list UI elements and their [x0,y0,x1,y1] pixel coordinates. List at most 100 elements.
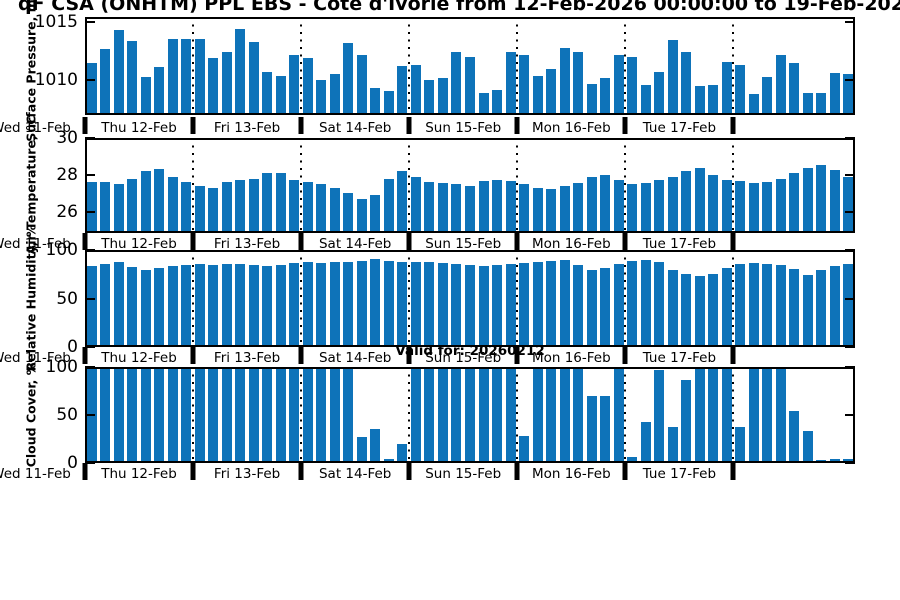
bar [478,93,489,115]
bar [424,80,435,115]
bar [843,263,854,347]
bar [451,52,462,115]
y-tick-label: 100 [45,240,78,260]
bar [546,367,557,463]
bar [437,183,448,233]
bar [424,367,435,463]
day-label-separator [298,463,304,480]
bar [600,395,611,463]
y-tick-label: 1015 [34,12,78,33]
y-tick-mark [845,346,855,348]
day-separator-line [300,138,303,233]
bar [154,367,165,463]
day-label: Mon 16-Feb [531,236,611,252]
day-label-separator [622,233,628,250]
bar [708,274,719,347]
bar [140,270,151,347]
bar [356,437,367,463]
bar [478,265,489,347]
day-label: Wed 11-Feb [0,466,71,482]
day-label: Thu 12-Feb [101,236,177,252]
bar [100,48,111,115]
bar [600,174,611,233]
bar [465,186,475,233]
bar [640,421,651,463]
day-separator-line [732,367,735,463]
bar [248,178,259,233]
bar [167,176,178,233]
bar [478,367,489,463]
bar [802,93,813,115]
bar [343,193,354,233]
bar [437,262,448,347]
day-separator-line [408,367,411,463]
day-label: Mon 16-Feb [531,466,611,482]
bar [843,74,854,115]
day-label-separator [514,233,520,250]
bar [789,411,800,463]
day-separator-line [300,367,303,463]
bar [519,54,530,115]
bar [154,67,165,115]
bar [316,184,327,233]
bar [316,80,327,115]
bar [262,265,273,347]
bar [573,265,584,347]
bar [262,72,273,115]
bar [262,173,273,233]
bar [221,263,232,347]
bar [775,367,786,463]
y-tick-mark [845,173,855,176]
bar [356,54,367,115]
bar [667,270,678,347]
day-label: Fri 13-Feb [213,466,281,482]
y-tick-mark [85,346,95,348]
y-tick-mark [85,414,95,416]
bar [167,367,178,463]
bar [329,367,340,463]
y-tick-label: 50 [56,288,78,309]
bar [356,260,367,347]
bar [829,73,840,115]
day-label-separator [82,233,88,250]
y-tick-mark [845,21,855,24]
bar [221,367,232,463]
y-tick-label: 0 [67,337,78,357]
bar [410,176,421,233]
bar [100,182,111,233]
bar [383,260,394,347]
bar [505,367,516,463]
bar [127,40,138,115]
bar [640,84,651,115]
bar [289,262,300,347]
bar [748,262,759,347]
bar [546,260,557,347]
bar [667,426,678,463]
day-label: Fri 13-Feb [213,120,281,136]
bar [127,266,138,347]
bar [654,261,665,347]
bar [573,183,584,233]
bar [181,367,192,463]
bar [519,184,530,233]
bar [708,367,719,463]
y-tick-mark [85,21,95,24]
day-label: Wed 11-Feb [0,120,71,136]
day-label: Tue 17-Feb [642,350,717,366]
bar [316,367,327,463]
day-label-separator [190,117,196,134]
bar [397,171,408,233]
bar [721,367,732,463]
bar [694,276,705,347]
y-tick-mark [85,249,95,251]
day-separator-line [624,138,627,233]
bar [208,264,219,347]
day-separator-line [408,17,411,115]
bar [627,57,638,115]
day-label-separator [622,117,628,134]
bar [789,269,800,347]
day-label-separator [190,463,196,480]
y-tick-mark [845,79,855,82]
bar [275,264,286,347]
day-label: Mon 16-Feb [531,350,611,366]
